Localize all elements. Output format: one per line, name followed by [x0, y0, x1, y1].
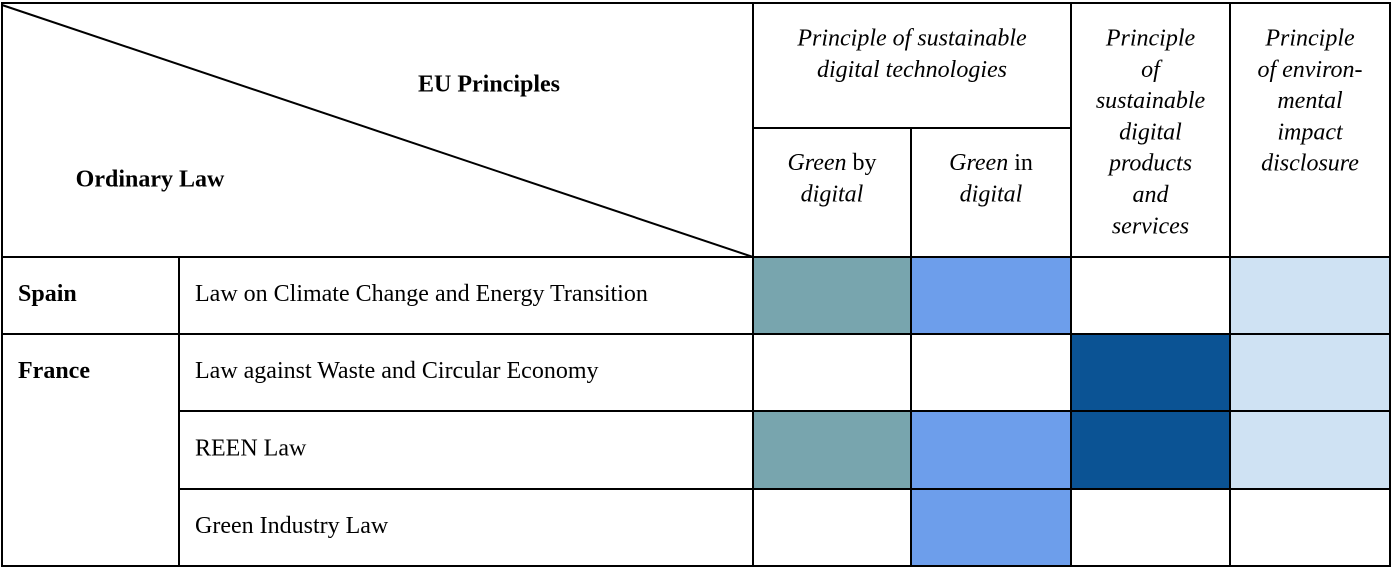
- header-text: disclosure: [1261, 151, 1359, 177]
- header-part: Green: [949, 150, 1008, 176]
- cell-fill: [1071, 334, 1230, 411]
- header-text: products: [1107, 151, 1192, 177]
- header-text: services: [1112, 213, 1189, 239]
- header-part: digital: [801, 181, 864, 207]
- corner-top: EU Principles: [418, 72, 560, 98]
- header-text: digital: [960, 181, 1023, 207]
- cell-fill: [911, 411, 1071, 489]
- header-text: and: [1133, 182, 1170, 208]
- cell-fill: [911, 489, 1071, 566]
- cell-fill: [1230, 334, 1390, 411]
- header-text: mental: [1277, 88, 1343, 114]
- cell-fill: [1230, 257, 1390, 334]
- header-text: Green in: [949, 150, 1033, 176]
- country: France: [18, 358, 90, 384]
- cell-fill: [911, 257, 1071, 334]
- header-part: in: [1008, 150, 1033, 176]
- diagonal: [1, 4, 754, 258]
- cell-fills: [753, 257, 1390, 566]
- country: Spain: [18, 281, 77, 307]
- header-text: digital: [1119, 119, 1182, 145]
- cell-fill: [753, 411, 911, 489]
- law: Law on Climate Change and Energy Transit…: [195, 281, 648, 307]
- law: REEN Law: [195, 436, 307, 462]
- header-text: digital technologies: [817, 57, 1007, 83]
- header-text: of environ-: [1257, 57, 1362, 83]
- law: Law against Waste and Circular Economy: [195, 358, 599, 384]
- header-part: by: [847, 150, 877, 176]
- header-text: Principle: [1264, 26, 1355, 52]
- corner-bottom: Ordinary Law: [76, 167, 225, 193]
- cell-fill: [1071, 411, 1230, 489]
- header-text: Principle of sustainable: [796, 26, 1027, 52]
- header-text: Green by: [787, 150, 876, 176]
- cell-fill: [753, 257, 911, 334]
- header-text: of: [1141, 57, 1163, 83]
- header-text: sustainable: [1096, 88, 1206, 114]
- header-text: digital: [801, 181, 864, 207]
- cell-fill: [1230, 411, 1390, 489]
- header-part: digital: [960, 181, 1023, 207]
- law: Green Industry Law: [195, 513, 389, 539]
- header-text: impact: [1277, 119, 1344, 145]
- header-part: Green: [787, 150, 846, 176]
- header-text: Principle: [1105, 26, 1196, 52]
